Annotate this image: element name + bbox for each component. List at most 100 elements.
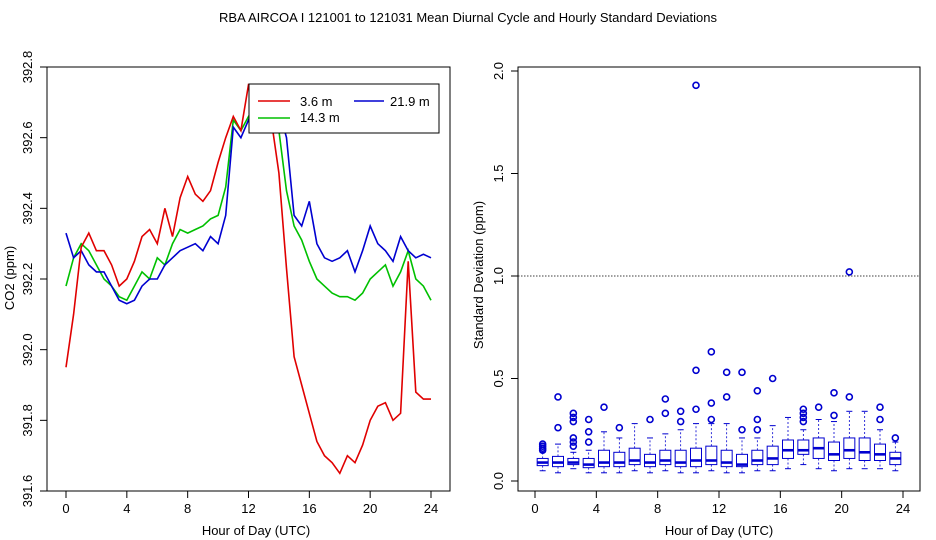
- outlier-point: [554, 393, 562, 401]
- outlier-point: [753, 415, 762, 424]
- left-y-tick-label: 391.8: [20, 404, 35, 437]
- box-iqr: [690, 447, 702, 468]
- left-y-tick-label: 392.0: [20, 333, 35, 366]
- left-y-tick-label: 392.6: [20, 121, 35, 154]
- outlier-point: [707, 348, 716, 356]
- right-y-tick-label: 2.0: [491, 62, 506, 80]
- box-hour-10.5: [690, 81, 702, 474]
- left-y-tick-label: 392.4: [20, 192, 35, 225]
- outlier-point: [661, 395, 670, 403]
- outlier-point: [661, 409, 670, 418]
- box-iqr: [659, 449, 672, 466]
- series-line-21.9m: [65, 106, 432, 305]
- box-hour-11.5: [705, 348, 718, 472]
- box-hour-18.5: [812, 403, 825, 470]
- box-iqr: [766, 445, 779, 466]
- outlier-point: [600, 403, 608, 412]
- outlier-point: [830, 411, 838, 420]
- box-iqr: [874, 443, 886, 462]
- box-hour-12.5: [720, 368, 733, 474]
- legend-label-21.9m: 21.9 m: [390, 94, 430, 109]
- outlier-point: [799, 417, 808, 426]
- right-boxes: [536, 81, 902, 474]
- outlier-point: [584, 415, 593, 424]
- right-x-tick-label: 16: [773, 501, 787, 516]
- outlier-point: [707, 399, 716, 407]
- outlier-point: [845, 393, 854, 401]
- outlier-point: [692, 366, 700, 375]
- left-y-tick-label: 392.2: [20, 263, 35, 296]
- box-hour-4.5: [598, 403, 610, 474]
- outlier-point: [554, 423, 562, 432]
- box-iqr: [705, 445, 718, 466]
- right-y-tick-label: 1.5: [491, 164, 506, 182]
- box-hour-22.5: [874, 403, 886, 470]
- outlier-point: [799, 405, 808, 414]
- outlier-point: [569, 442, 578, 450]
- box-hour-0.5: [536, 440, 549, 472]
- left-x-tick-label: 12: [241, 501, 255, 516]
- outlier-point: [753, 386, 762, 395]
- right-x-tick-label: 0: [531, 501, 538, 516]
- series-line-3.6m: [65, 83, 431, 475]
- left-x-axis-label: Hour of Day (UTC): [202, 523, 310, 538]
- right-x-tick-label: 12: [712, 501, 726, 516]
- right-x-tick-label: 24: [896, 501, 910, 516]
- outlier-point: [676, 407, 685, 416]
- box-iqr: [843, 437, 856, 459]
- box-hour-16.5: [782, 416, 794, 470]
- box-hour-1.5: [552, 393, 564, 474]
- outlier-point: [891, 434, 900, 442]
- box-hour-2.5: [567, 409, 580, 470]
- outlier-point: [738, 425, 746, 434]
- left-y-tick-label: 392.8: [20, 51, 35, 84]
- left-x-axis: 0 4 8 12 16 20 24: [62, 490, 438, 516]
- left-series-lines: [65, 83, 432, 475]
- right-y-tick-label: 0.5: [491, 369, 506, 387]
- outlier-point: [753, 425, 762, 434]
- box-iqr: [674, 449, 687, 468]
- box-hour-7.5: [644, 415, 656, 474]
- box-iqr: [644, 453, 656, 468]
- outlier-point: [584, 438, 593, 446]
- box-hour-5.5: [613, 423, 626, 474]
- box-iqr: [858, 437, 871, 462]
- box-iqr: [828, 441, 840, 461]
- box-iqr: [720, 449, 733, 468]
- box-hour-23.5: [889, 434, 902, 472]
- box-iqr: [598, 449, 610, 468]
- left-x-tick-label: 8: [184, 501, 191, 516]
- outlier-point: [738, 368, 746, 377]
- box-iqr: [751, 449, 764, 466]
- outlier-point: [584, 427, 593, 436]
- box-iqr: [736, 453, 748, 468]
- outlier-point: [569, 417, 578, 426]
- outlier-point: [538, 440, 547, 448]
- right-y-axis-label: Standard Deviation (ppm): [471, 201, 486, 349]
- outlier-point: [799, 409, 808, 418]
- right-x-tick-label: 4: [593, 501, 600, 516]
- right-y-axis: 0.0 0.5 1.0 1.5 2.0: [491, 62, 519, 490]
- left-y-axis-label: CO2 (ppm): [2, 246, 17, 310]
- outlier-point: [569, 413, 578, 422]
- right-y-tick-label: 1.0: [491, 267, 506, 285]
- outlier-point: [814, 403, 823, 412]
- outlier-point: [692, 81, 700, 90]
- outlier-point: [876, 403, 884, 412]
- left-x-tick-label: 20: [363, 501, 377, 516]
- box-hour-9.5: [674, 407, 687, 474]
- outlier-point: [676, 417, 685, 426]
- right-plot-frame: [517, 66, 921, 492]
- box-iqr: [797, 439, 810, 455]
- left-x-tick-label: 16: [302, 501, 316, 516]
- right-x-axis: 0 4 8 12 16 20 24: [531, 490, 910, 516]
- left-x-tick-label: 4: [123, 501, 130, 516]
- legend-label-3.6m: 3.6 m: [300, 94, 333, 109]
- std-dev-boxplot: 0 4 8 12 16 20 24 0.0 0.5 1.0 1.5 2.0 Hour of Day …: [471, 62, 921, 538]
- outlier-point: [722, 368, 731, 377]
- outlier-point: [722, 393, 731, 401]
- outlier-point: [768, 374, 777, 383]
- outlier-point: [799, 413, 808, 422]
- right-x-axis-label: Hour of Day (UTC): [665, 523, 773, 538]
